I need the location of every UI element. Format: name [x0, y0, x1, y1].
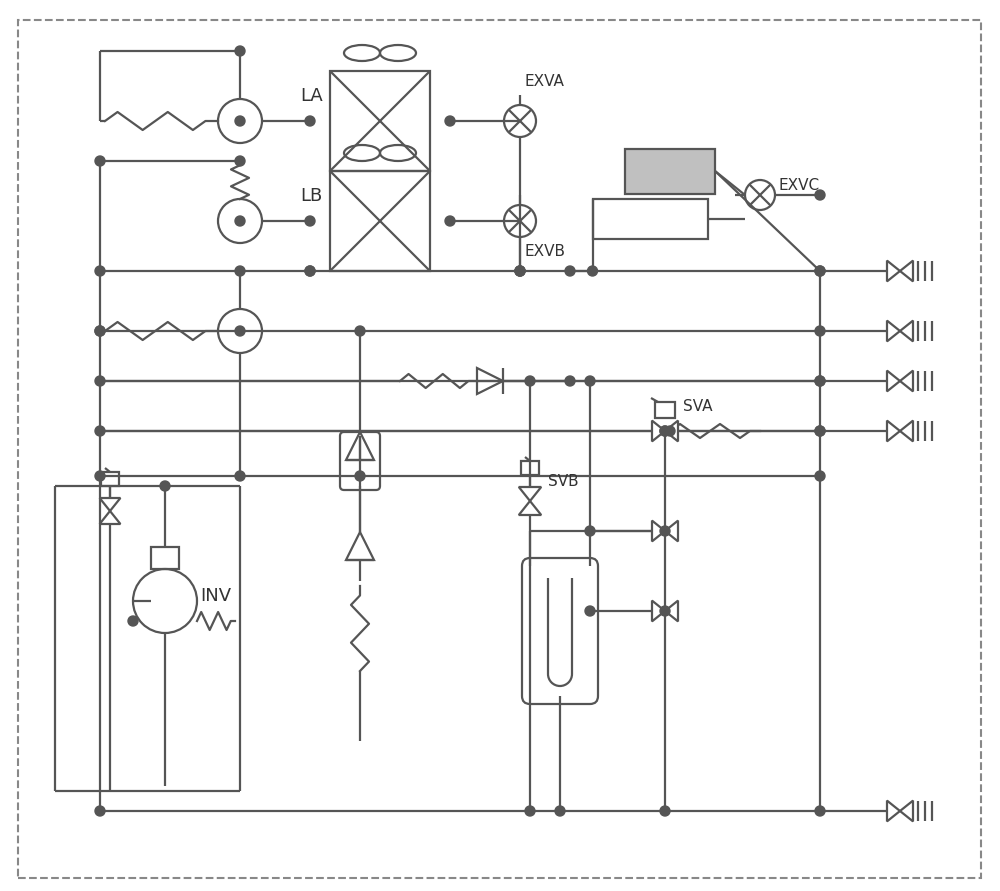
- Polygon shape: [652, 421, 665, 441]
- Bar: [592, 199, 708, 239]
- Polygon shape: [887, 421, 900, 441]
- Circle shape: [815, 426, 825, 436]
- Circle shape: [525, 806, 535, 816]
- Circle shape: [515, 266, 525, 276]
- Polygon shape: [900, 260, 913, 282]
- Bar: [151, 547, 179, 569]
- Circle shape: [160, 481, 170, 491]
- Circle shape: [235, 216, 245, 226]
- Bar: [330, 171, 430, 271]
- Circle shape: [815, 326, 825, 336]
- Circle shape: [235, 266, 245, 276]
- Circle shape: [660, 526, 670, 536]
- Text: EXVC: EXVC: [778, 178, 819, 193]
- Circle shape: [95, 376, 105, 386]
- Bar: [655, 402, 675, 418]
- Circle shape: [660, 806, 670, 816]
- Text: SVB: SVB: [548, 474, 579, 489]
- Polygon shape: [887, 260, 900, 282]
- Polygon shape: [887, 371, 900, 391]
- Circle shape: [815, 471, 825, 481]
- Circle shape: [660, 426, 670, 436]
- Circle shape: [815, 426, 825, 436]
- Circle shape: [305, 116, 315, 126]
- Circle shape: [235, 471, 245, 481]
- Polygon shape: [900, 801, 913, 822]
- Polygon shape: [519, 501, 541, 515]
- Bar: [521, 461, 539, 475]
- Circle shape: [355, 326, 365, 336]
- Circle shape: [660, 606, 670, 616]
- Text: LA: LA: [300, 87, 323, 105]
- Text: EXVA: EXVA: [525, 74, 565, 89]
- Text: LB: LB: [300, 187, 322, 205]
- Bar: [330, 71, 430, 171]
- Polygon shape: [100, 511, 120, 524]
- Circle shape: [305, 216, 315, 226]
- Polygon shape: [900, 371, 913, 391]
- Text: INV: INV: [200, 587, 231, 605]
- Polygon shape: [652, 520, 665, 542]
- Circle shape: [95, 426, 105, 436]
- Circle shape: [585, 526, 595, 536]
- Circle shape: [815, 376, 825, 386]
- Circle shape: [445, 116, 455, 126]
- Bar: [625, 149, 715, 193]
- Circle shape: [305, 266, 315, 276]
- Circle shape: [515, 266, 525, 276]
- Circle shape: [235, 156, 245, 166]
- Circle shape: [588, 266, 598, 276]
- Circle shape: [95, 806, 105, 816]
- Circle shape: [95, 156, 105, 166]
- Circle shape: [515, 266, 525, 276]
- Circle shape: [235, 116, 245, 126]
- Circle shape: [95, 326, 105, 336]
- Circle shape: [235, 326, 245, 336]
- Polygon shape: [887, 801, 900, 822]
- Bar: [101, 472, 119, 486]
- Circle shape: [815, 190, 825, 200]
- Circle shape: [445, 216, 455, 226]
- Circle shape: [815, 376, 825, 386]
- Circle shape: [355, 471, 365, 481]
- Circle shape: [660, 426, 670, 436]
- Circle shape: [815, 806, 825, 816]
- Circle shape: [555, 806, 565, 816]
- Polygon shape: [665, 520, 678, 542]
- Polygon shape: [900, 421, 913, 441]
- Circle shape: [525, 376, 535, 386]
- Circle shape: [95, 266, 105, 276]
- Polygon shape: [652, 601, 665, 621]
- Circle shape: [665, 426, 675, 436]
- Circle shape: [815, 266, 825, 276]
- Circle shape: [128, 616, 138, 626]
- Circle shape: [305, 266, 315, 276]
- Circle shape: [565, 266, 575, 276]
- Circle shape: [585, 376, 595, 386]
- Circle shape: [565, 376, 575, 386]
- Text: EXVB: EXVB: [525, 244, 566, 259]
- Polygon shape: [519, 487, 541, 501]
- Polygon shape: [100, 498, 120, 511]
- Circle shape: [235, 46, 245, 56]
- Polygon shape: [900, 321, 913, 341]
- Circle shape: [815, 266, 825, 276]
- Polygon shape: [887, 321, 900, 341]
- Circle shape: [585, 606, 595, 616]
- Text: SVA: SVA: [683, 399, 712, 414]
- Circle shape: [95, 326, 105, 336]
- Circle shape: [95, 471, 105, 481]
- Polygon shape: [665, 601, 678, 621]
- Polygon shape: [665, 421, 678, 441]
